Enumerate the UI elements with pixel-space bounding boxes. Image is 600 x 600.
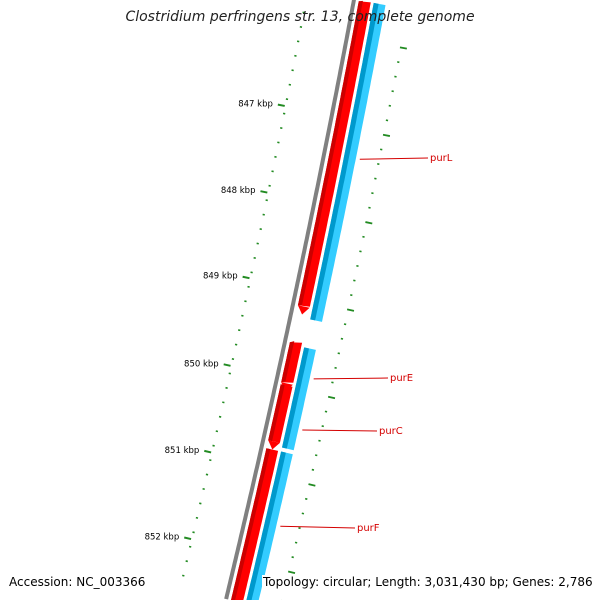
gene-track-shade xyxy=(310,2,379,321)
ruler-major-tick xyxy=(260,190,268,194)
gene-leader-line xyxy=(280,525,356,529)
outer-tick xyxy=(346,308,355,312)
ruler-minor-tick xyxy=(195,516,199,519)
gene-leader-line xyxy=(359,157,429,160)
ruler-minor-tick xyxy=(185,560,188,563)
ruler-label: 851 kbp xyxy=(165,446,200,456)
outer-tick xyxy=(365,221,373,225)
gene-label-purC: purC xyxy=(379,426,403,437)
ruler-label: 849 kbp xyxy=(203,272,238,282)
map-title: Clostridium perfringens str. 13, complet… xyxy=(125,9,475,25)
outer-tick xyxy=(291,556,294,559)
ruler-label: 847 kbp xyxy=(238,100,273,110)
ruler-label: 852 kbp xyxy=(145,532,180,542)
ruler-label: 850 kbp xyxy=(184,359,219,369)
ruler-labels: 847 kbp 848 kbp 849 kbp 850 kbp 851 kbp 852 k… xyxy=(145,100,273,543)
forward-gene-arrow xyxy=(297,305,310,315)
gene-leader-line xyxy=(313,377,389,380)
ruler-major-tick xyxy=(242,275,250,280)
outer-tick xyxy=(308,483,316,487)
outer-tick xyxy=(399,46,408,50)
gene-label-purL: purL xyxy=(430,153,453,164)
forward-gene-shade xyxy=(297,0,363,306)
outer-tick xyxy=(382,133,391,137)
gene-labels: purL purE purC purF xyxy=(280,153,453,534)
forward-gene-shade xyxy=(268,384,285,442)
accession-label: Accession: NC_003366 xyxy=(9,575,146,589)
outer-tick xyxy=(327,395,336,400)
genome-tracks xyxy=(224,0,386,600)
outer-tick xyxy=(287,570,296,574)
ruler-major-tick xyxy=(223,363,231,367)
forward-gene-shade xyxy=(281,341,295,383)
ruler-minor-tick xyxy=(188,545,192,548)
topology-summary: Topology: circular; Length: 3,031,430 bp… xyxy=(262,575,593,589)
backbone-track xyxy=(224,0,356,600)
ruler-major-tick xyxy=(277,103,285,107)
ruler-minor-tick xyxy=(182,574,185,577)
gene-track-shade xyxy=(282,347,309,449)
forward-gene-arrow xyxy=(268,440,280,450)
ruler-label: 848 kbp xyxy=(221,186,256,196)
ruler-major-tick xyxy=(204,449,212,454)
ruler-major-tick xyxy=(183,536,192,541)
forward-gene-shade xyxy=(231,448,271,600)
outer-tick xyxy=(294,541,298,544)
gene-label-purE: purE xyxy=(390,373,413,384)
gene-label-purF: purF xyxy=(357,523,380,534)
gene-track-shade xyxy=(246,451,286,600)
ruler-minor-tick xyxy=(192,531,195,534)
gene-leader-line xyxy=(302,429,378,432)
